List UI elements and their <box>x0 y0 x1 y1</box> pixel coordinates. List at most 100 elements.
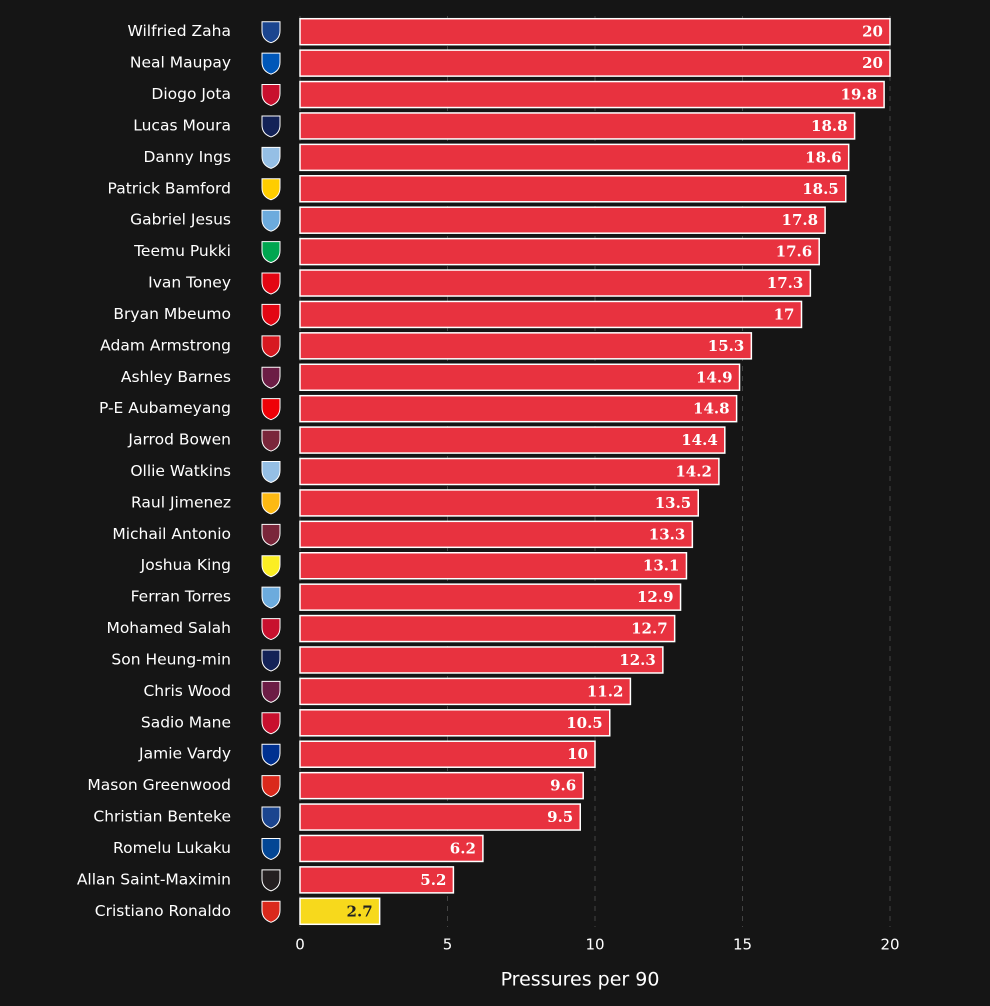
y-tick-label: Wilfried Zaha <box>128 22 231 40</box>
bar <box>299 740 596 768</box>
value-label: 12.3 <box>619 651 656 669</box>
y-tick-label: Danny Ings <box>144 148 232 166</box>
bar <box>299 426 726 454</box>
bar <box>299 206 826 234</box>
value-label: 14.4 <box>681 431 718 449</box>
value-label: 19.8 <box>841 86 878 104</box>
y-tick-label: Joshua King <box>140 556 231 574</box>
club-badge <box>261 649 281 672</box>
club-badge <box>261 806 281 829</box>
club-badge <box>261 837 281 860</box>
y-tick-label: Raul Jimenez <box>131 493 231 511</box>
y-tick-label: Son Heung-min <box>111 650 231 668</box>
club-badge <box>261 555 281 578</box>
bar <box>299 614 676 643</box>
club-badge <box>261 618 281 641</box>
bar <box>299 80 885 109</box>
club-badge <box>261 21 281 44</box>
bar <box>299 394 738 423</box>
x-tick-label: 10 <box>585 936 604 954</box>
value-label: 17 <box>774 305 795 323</box>
value-label: 9.6 <box>550 777 576 795</box>
y-tick-label: Diogo Jota <box>151 85 231 103</box>
value-label: 14.2 <box>675 463 712 481</box>
y-tick-label: Cristiano Ronaldo <box>95 902 231 920</box>
bar <box>299 709 611 737</box>
value-label: 5.2 <box>420 871 446 889</box>
bar <box>299 677 632 706</box>
bar <box>299 803 581 831</box>
y-tick-label: Allan Saint-Maximin <box>77 870 231 888</box>
value-label: 13.3 <box>649 525 686 543</box>
bar <box>299 332 753 360</box>
value-label: 9.5 <box>547 808 573 826</box>
club-badge <box>261 523 281 546</box>
x-tick-label: 0 <box>295 936 305 954</box>
value-label: 10 <box>567 745 588 763</box>
bar <box>299 583 682 611</box>
y-tick-label: Ollie Watkins <box>130 462 231 480</box>
value-label: 15.3 <box>708 337 745 355</box>
y-tick-label: Adam Armstrong <box>100 336 231 354</box>
y-tick-label: Ivan Toney <box>148 274 231 292</box>
bar <box>299 269 812 297</box>
bar <box>299 489 699 517</box>
y-tick-label: Mohamed Salah <box>106 619 231 637</box>
y-tick-label: Chris Wood <box>143 682 231 700</box>
value-label: 17.3 <box>767 274 804 292</box>
value-label: 17.6 <box>776 243 813 261</box>
club-badge <box>261 272 281 295</box>
club-badge <box>261 680 281 703</box>
bar <box>299 866 455 894</box>
value-label: 14.8 <box>693 400 730 418</box>
value-label: 13.1 <box>643 557 680 575</box>
bar <box>299 646 664 674</box>
bar <box>299 363 741 392</box>
value-label: 2.7 <box>347 902 373 920</box>
value-label: 17.8 <box>782 211 819 229</box>
club-badge <box>261 209 281 232</box>
value-label: 6.2 <box>450 839 476 857</box>
bar <box>299 520 694 549</box>
value-label: 20 <box>862 23 883 41</box>
club-badge <box>261 178 281 201</box>
bar <box>299 300 803 329</box>
value-label: 12.7 <box>631 620 668 638</box>
y-tick-label: Neal Maupay <box>130 54 231 72</box>
club-badge <box>261 900 281 923</box>
club-badge <box>261 869 281 892</box>
value-label: 11.2 <box>587 682 624 700</box>
x-tick-label: 20 <box>880 936 899 954</box>
bar <box>299 17 891 46</box>
value-label: 10.5 <box>566 714 603 732</box>
y-tick-label: Lucas Moura <box>133 116 231 134</box>
club-badge <box>261 429 281 452</box>
bar <box>299 771 584 800</box>
y-tick-label: Ashley Barnes <box>121 368 231 386</box>
bar <box>299 49 891 77</box>
club-badge <box>261 398 281 421</box>
club-badge <box>261 492 281 515</box>
club-badge <box>261 84 281 107</box>
bar <box>299 551 688 580</box>
value-label: 18.8 <box>811 117 848 135</box>
value-label: 18.6 <box>805 148 842 166</box>
value-label: 20 <box>862 54 883 72</box>
club-badge <box>261 461 281 484</box>
value-label: 12.9 <box>637 588 674 606</box>
x-axis-title: Pressures per 90 <box>501 969 660 991</box>
y-tick-label: Mason Greenwood <box>87 776 231 794</box>
bar <box>299 112 856 140</box>
club-badge <box>261 335 281 358</box>
y-tick-label: Michail Antonio <box>112 525 231 543</box>
club-badge <box>261 115 281 138</box>
club-badge <box>261 586 281 609</box>
x-tick-label: 5 <box>443 936 453 954</box>
club-badge <box>261 241 281 264</box>
y-tick-label: P-E Aubameyang <box>99 399 231 417</box>
club-badge <box>261 303 281 326</box>
y-tick-label: Teemu Pukki <box>133 242 231 260</box>
y-tick-label: Jarrod Bowen <box>127 431 231 449</box>
y-tick-label: Gabriel Jesus <box>130 211 231 229</box>
